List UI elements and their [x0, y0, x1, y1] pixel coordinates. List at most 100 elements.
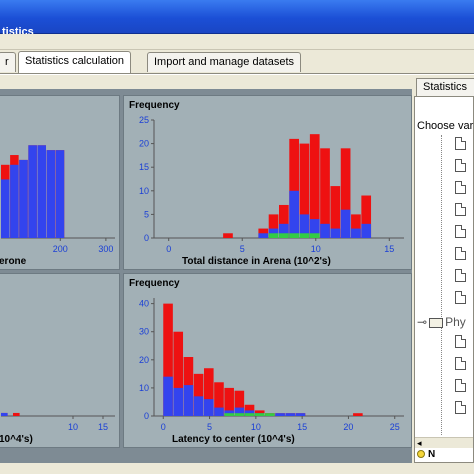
histogram-4-xlabel: Latency to center (10^4's)	[172, 434, 295, 445]
y-tick-label: 40	[139, 299, 149, 309]
histogram-bar-blue	[183, 385, 194, 416]
histogram-bar-blue	[320, 223, 330, 238]
histogram-bar-blue	[299, 214, 310, 238]
tab-previous[interactable]: r	[0, 52, 16, 72]
histogram-bar-red	[299, 143, 310, 238]
histogram-bar-red	[309, 134, 320, 238]
document-icon[interactable]	[455, 203, 466, 216]
document-icon[interactable]	[455, 379, 466, 392]
tree-group-label: Phy	[445, 315, 466, 329]
tree-group-row[interactable]: ⊸ Phy	[417, 315, 466, 329]
histogram-panel-2: Frequency 0 5 10 15 0 5 10 15 20 25 Total distanc…	[123, 95, 412, 270]
histogram-bar-green	[299, 233, 310, 238]
histogram-2-svg: 0 5 10 15 0 5 10 15 20 25	[139, 115, 404, 254]
histogram-bar-red	[330, 186, 341, 238]
variable-type-row[interactable]: N	[417, 449, 473, 461]
histogram-panel-3: 10 15 10^4's)	[0, 273, 120, 448]
histogram-bar-blue	[37, 145, 46, 238]
histogram-4-ylabel: Frequency	[129, 278, 180, 289]
tab-statistics-calculation[interactable]: Statistics calculation	[18, 51, 132, 73]
y-tick-label: 0	[144, 233, 149, 243]
document-icon[interactable]	[455, 181, 466, 194]
tab-statistics-side[interactable]: Statistics	[416, 78, 474, 96]
y-tick-label: 0	[144, 411, 149, 421]
histogram-bar-blue	[330, 228, 341, 238]
histogram-bar-blue	[1, 412, 8, 416]
histogram-bar-green	[268, 233, 279, 238]
tab-import-manage-datasets-label: Import and manage datasets	[154, 56, 295, 68]
document-icon[interactable]	[455, 335, 466, 348]
main-content: 200 300 erone Frequency 0 5 10 15 0 5 10 15 20 25 …	[0, 75, 474, 474]
histogram-bar-red	[268, 214, 279, 238]
document-icon[interactable]	[455, 291, 466, 304]
y-tick-label: 10	[139, 383, 149, 393]
histogram-bar-red	[351, 214, 361, 238]
histogram-4-svg: 0 5 10 15 20 25 0 10 20 30 40	[139, 298, 404, 432]
histogram-3-svg: 10 15	[1, 412, 115, 432]
histogram-bar-blue	[295, 413, 306, 416]
histogram-2-xlabel: Total distance in Arena (10^2's)	[182, 256, 331, 267]
document-icon[interactable]	[455, 225, 466, 238]
histogram-bar-blue	[258, 233, 269, 238]
histogram-bar-blue	[1, 179, 10, 238]
histogram-bar-green	[254, 413, 265, 416]
horizontal-scrollbar[interactable]: ◂	[415, 437, 473, 448]
histogram-panel-1: 200 300 erone	[0, 95, 120, 270]
histogram-bar-blue	[28, 145, 37, 238]
histogram-bar-red	[234, 390, 245, 416]
document-icon[interactable]	[455, 137, 466, 150]
histogram-bar-blue	[340, 209, 351, 238]
histogram-bar-blue	[10, 164, 19, 238]
x-tick-label: 15	[384, 244, 394, 254]
document-icon[interactable]	[455, 159, 466, 172]
variable-side-panel: Statistics Choose var ⊸ Phy ◂ N	[414, 78, 474, 463]
histogram-bar-blue	[289, 190, 299, 238]
histogram-bar-red	[13, 412, 20, 416]
x-tick-label: 25	[390, 422, 400, 432]
histogram-bar-red	[279, 204, 289, 238]
x-tick-label: 200	[53, 244, 68, 254]
document-icon[interactable]	[455, 401, 466, 414]
histogram-2-ylabel: Frequency	[129, 100, 180, 111]
histogram-bar-blue	[19, 159, 28, 238]
x-tick-label: 10	[251, 422, 261, 432]
y-tick-label: 25	[139, 115, 149, 125]
y-tick-label: 20	[139, 139, 149, 149]
radio-dot-icon[interactable]	[417, 450, 425, 459]
tab-previous-label: r	[5, 56, 9, 68]
document-icon[interactable]	[455, 269, 466, 282]
tree-expand-icon[interactable]: ⊸	[417, 315, 428, 329]
chart-grid: 200 300 erone Frequency 0 5 10 15 0 5 10 15 20 25 …	[0, 89, 412, 463]
histogram-bar-red	[340, 148, 351, 238]
histogram-bar-blue	[173, 387, 184, 416]
variable-tree: ⊸ Phy	[415, 135, 473, 435]
histogram-bar-green	[234, 413, 245, 416]
histogram-bar-red	[353, 413, 363, 416]
arrow-left-icon[interactable]: ◂	[417, 438, 422, 448]
histogram-bar-blue	[214, 407, 224, 416]
histogram-bar-blue	[279, 223, 289, 238]
folder-icon	[429, 317, 444, 328]
histogram-bar-green	[309, 233, 320, 238]
histogram-bar-green	[265, 413, 275, 416]
tab-statistics-calculation-label: Statistics calculation	[25, 55, 125, 67]
histogram-panel-4: Frequency 0 5 10 15 20 25 0 10 20 30 40 Latency to…	[123, 273, 412, 448]
tab-import-manage-datasets[interactable]: Import and manage datasets	[147, 52, 302, 72]
histogram-bar-green	[279, 233, 289, 238]
document-icon[interactable]	[455, 247, 466, 260]
histogram-bar-green	[224, 413, 234, 416]
tab-strip: r Statistics calculation Import and mana…	[0, 50, 474, 74]
y-tick-label: 5	[144, 209, 149, 219]
x-tick-label: 300	[98, 244, 113, 254]
x-tick-label: 0	[161, 422, 166, 432]
histogram-bar-red	[193, 373, 204, 416]
document-icon[interactable]	[455, 357, 466, 370]
side-tab-label: Statistics	[423, 81, 468, 93]
histogram-bar-red	[204, 368, 214, 416]
histogram-bar-red	[224, 387, 234, 416]
histogram-bar-blue	[234, 407, 245, 416]
x-tick-label: 0	[166, 244, 171, 254]
x-tick-label: 5	[240, 244, 245, 254]
histogram-bar-red	[173, 331, 184, 416]
histogram-1-xlabel: erone	[0, 256, 27, 267]
